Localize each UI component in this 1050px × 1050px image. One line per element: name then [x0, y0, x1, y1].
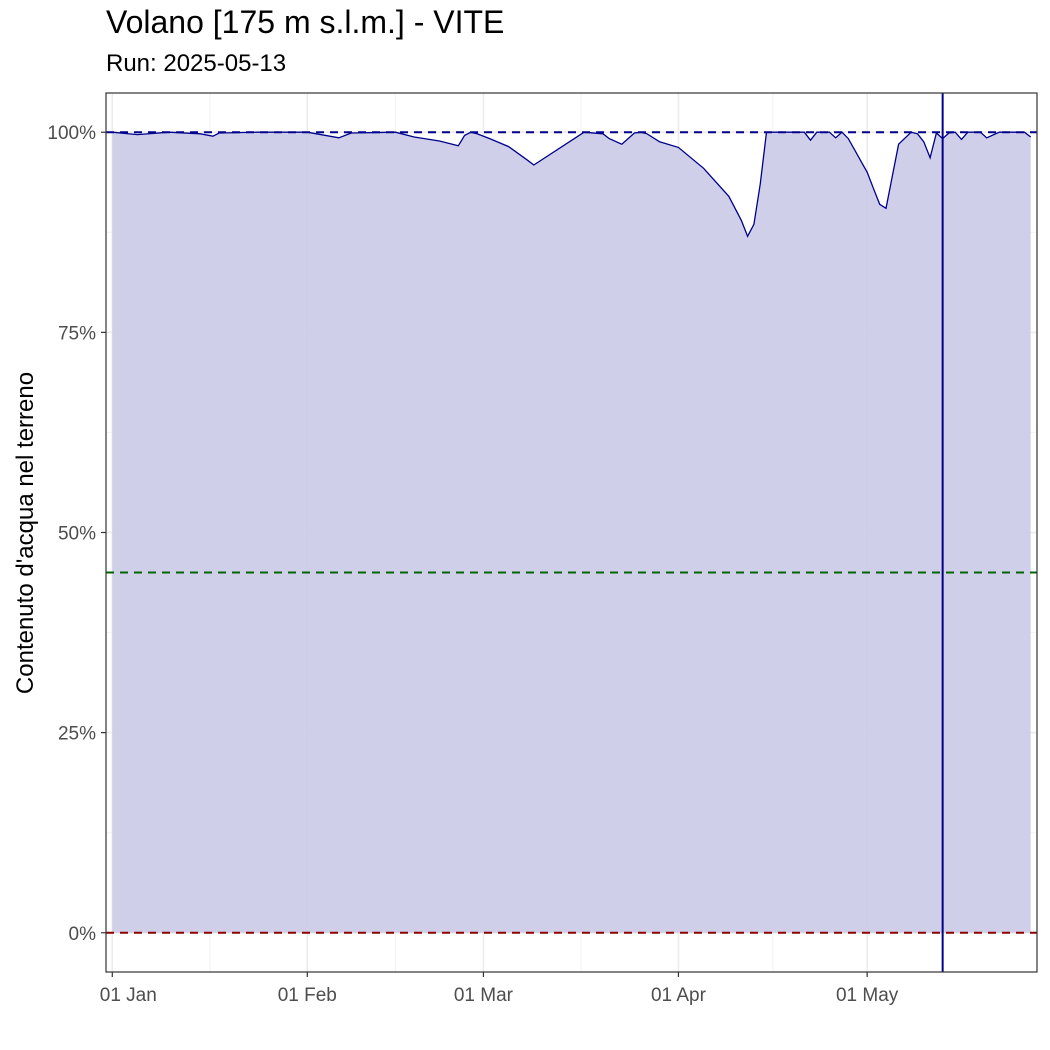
- x-tick-label: 01 Mar: [454, 985, 514, 1006]
- y-tick-label: 0%: [69, 924, 97, 945]
- soil-water-line: [112, 131, 1032, 238]
- chart-title: Volano [175 m s.l.m.] - VITE: [106, 4, 505, 40]
- y-axis-label: Contenuto d'acqua nel terreno: [12, 372, 39, 694]
- reference-lines: [106, 93, 1037, 972]
- x-tick-label: 01 Apr: [651, 985, 707, 1006]
- data-layer: [112, 131, 1032, 933]
- x-tick-label: 01 Feb: [278, 985, 337, 1006]
- y-tick-label: 100%: [47, 123, 96, 144]
- x-tick-label: 01 Jan: [100, 985, 157, 1006]
- y-tick-label: 25%: [58, 724, 96, 745]
- soil-water-area: [112, 132, 1031, 933]
- axes: 0% 25% 50% 75% 100% 01 Jan 01 Feb 01 Mar 01 Apr 0…: [47, 92, 1038, 1006]
- y-tick-label: 75%: [58, 323, 96, 344]
- y-tick-label: 50%: [58, 524, 96, 545]
- x-tick-label: 01 May: [836, 985, 899, 1006]
- chart-subtitle: Run: 2025-05-13: [106, 50, 287, 77]
